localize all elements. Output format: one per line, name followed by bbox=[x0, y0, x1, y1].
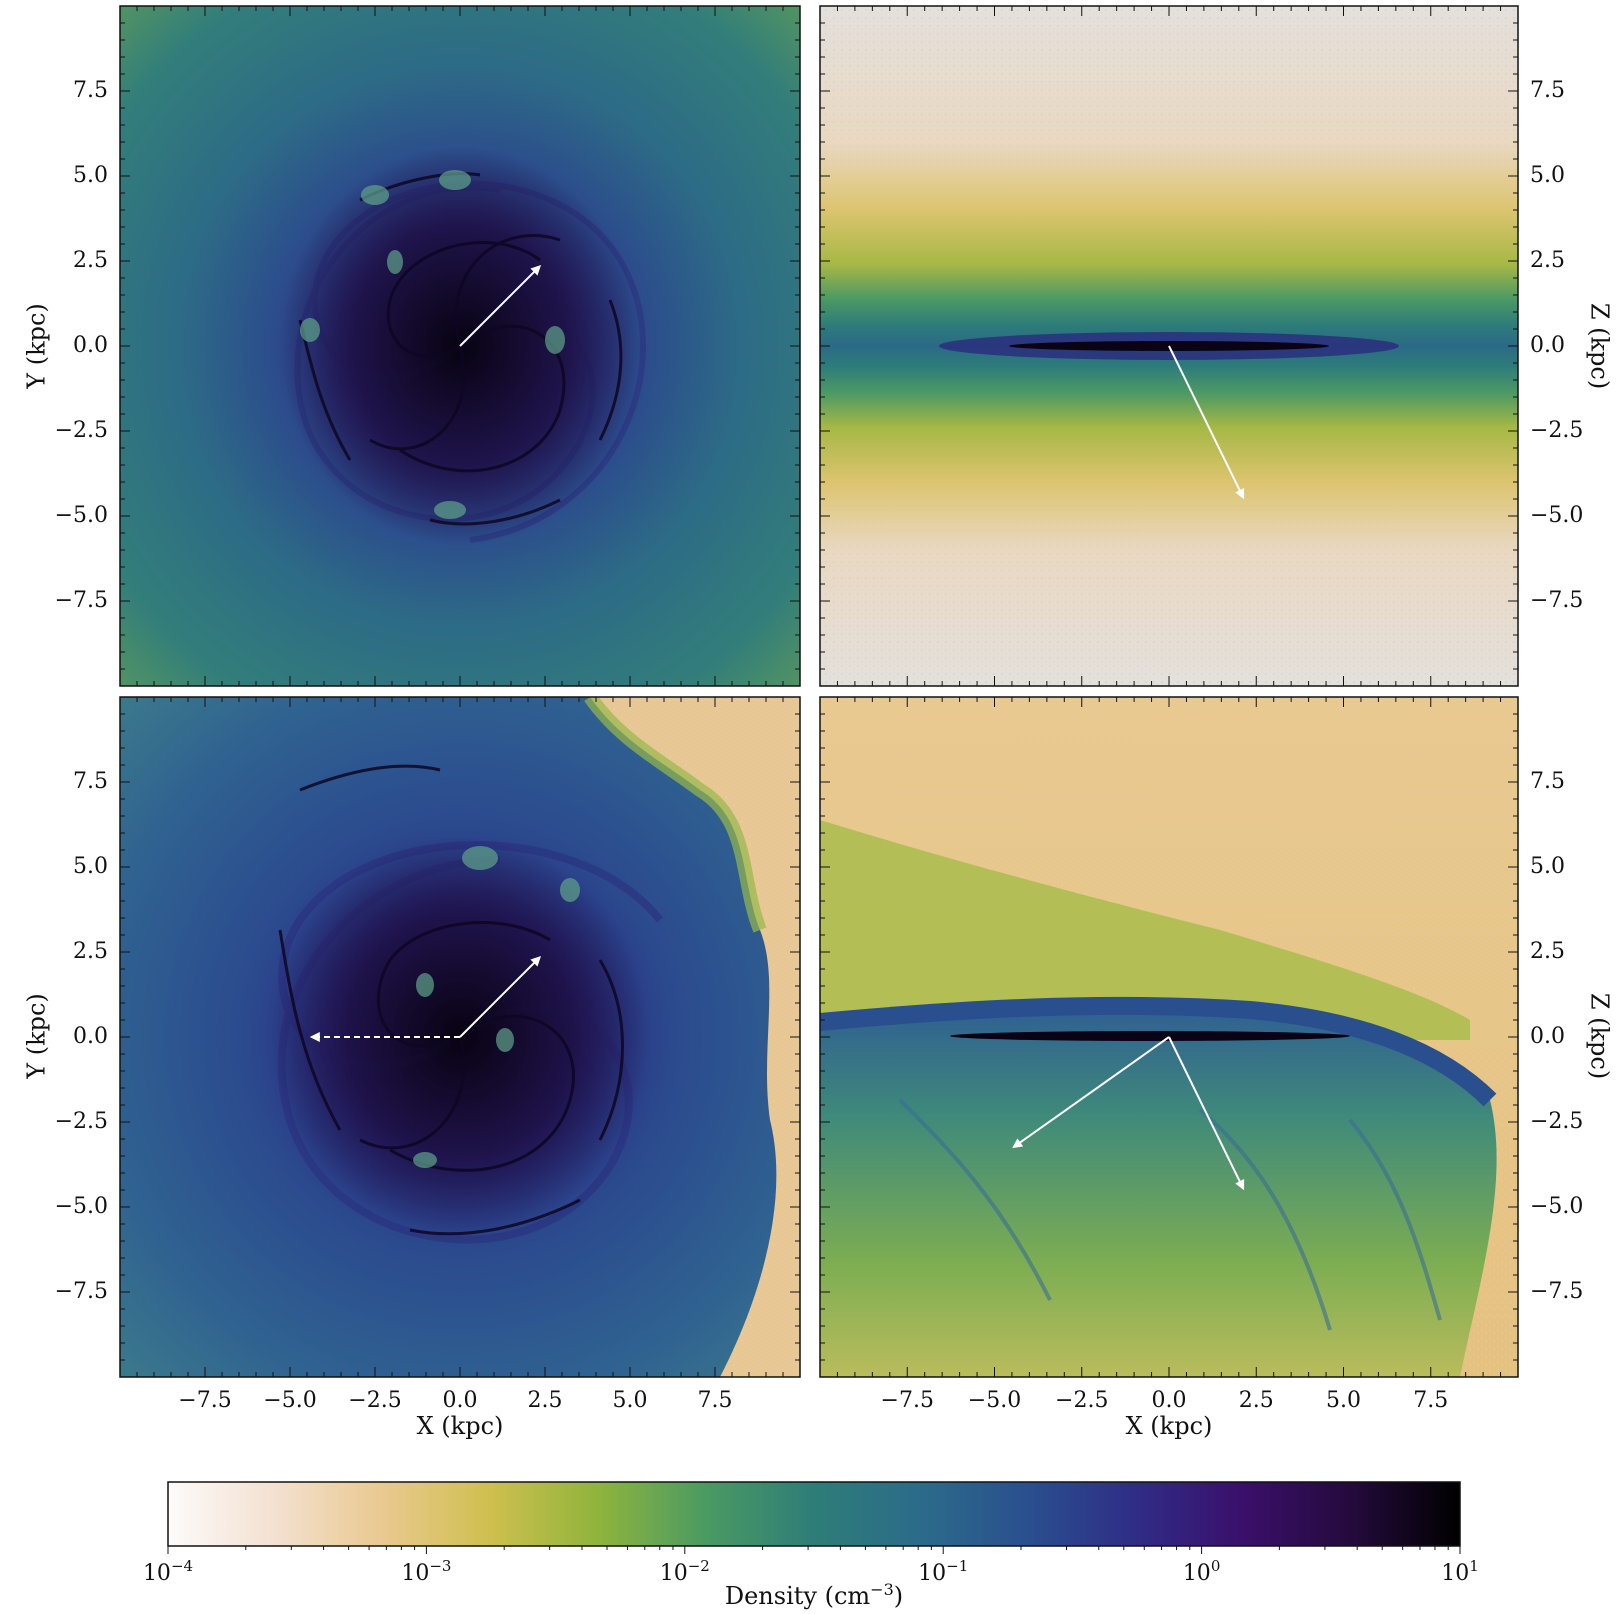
y-tick-label: −5.0 bbox=[1530, 1194, 1583, 1219]
panel-bottom-left-xlabel: X (kpc) bbox=[417, 1412, 504, 1440]
colorbar-gradient bbox=[167, 1481, 1461, 1547]
colorbar: 10−4 10−3 10−2 10−1 100 101 Density (cm−3) bbox=[143, 1481, 1479, 1611]
x-tick-label: 2.5 bbox=[1239, 1388, 1274, 1413]
y-tick-label: 7.5 bbox=[1530, 769, 1565, 794]
x-tick-label: −2.5 bbox=[348, 1388, 401, 1413]
colorbar-tick-label: 10−4 bbox=[143, 1557, 193, 1586]
arrow bbox=[1168, 345, 1245, 500]
x-tick-label: 5.0 bbox=[1326, 1388, 1361, 1413]
panel-bottom-right-xticks: −7.5 −5.0 −2.5 0.0 2.5 5.0 7.5 bbox=[819, 697, 1519, 1413]
y-tick-label: −7.5 bbox=[55, 1279, 108, 1304]
panel-top-right-yticks: 7.5 5.0 2.5 0.0 −2.5 −5.0 −7.5 bbox=[820, 5, 1583, 687]
colorbar-ticks: 10−4 10−3 10−2 10−1 100 101 bbox=[143, 1546, 1479, 1586]
arrow bbox=[1168, 1036, 1245, 1191]
y-tick-label: 7.5 bbox=[73, 769, 108, 794]
panel-bottom-left-yticks: −7.5 −5.0 −2.5 0.0 2.5 5.0 7.5 bbox=[55, 696, 800, 1378]
y-tick-label: −2.5 bbox=[1530, 418, 1583, 443]
arrow bbox=[459, 955, 542, 1038]
x-tick-label: −2.5 bbox=[1055, 1388, 1108, 1413]
panel-top-left-arrows bbox=[459, 264, 542, 347]
y-tick-label: 5.0 bbox=[73, 163, 108, 188]
y-tick-label: 0.0 bbox=[1530, 1024, 1565, 1049]
panel-bottom-right-ylabel: Z (kpc) bbox=[1586, 993, 1614, 1079]
x-tick-label: −5.0 bbox=[968, 1388, 1021, 1413]
y-tick-label: −2.5 bbox=[55, 418, 108, 443]
arrow bbox=[459, 264, 542, 347]
y-tick-label: 7.5 bbox=[73, 78, 108, 103]
x-tick-label: −7.5 bbox=[178, 1388, 231, 1413]
y-tick-label: −5.0 bbox=[1530, 503, 1583, 528]
panel-bottom-left-xticks: −7.5 −5.0 −2.5 0.0 2.5 5.0 7.5 bbox=[119, 697, 801, 1413]
panel-top-right-ylabel: Z (kpc) bbox=[1586, 303, 1614, 389]
panel-top-right-arrows bbox=[1168, 345, 1245, 500]
colorbar-tick-label: 10−2 bbox=[660, 1557, 710, 1586]
panel-top-left-yticks: −7.5 −5.0 −2.5 0.0 2.5 5.0 7.5 bbox=[55, 5, 800, 687]
y-tick-label: 0.0 bbox=[73, 333, 108, 358]
panel-bottom-right: 7.5 5.0 2.5 0.0 −2.5 −5.0 −7.5 −7.5 −5.0 −2.5 0.0… bbox=[819, 696, 1614, 1440]
panel-top-right: 7.5 5.0 2.5 0.0 −2.5 −5.0 −7.5 Z (kpc) bbox=[819, 5, 1614, 687]
y-tick-label: 5.0 bbox=[1530, 854, 1565, 879]
y-tick-label: 2.5 bbox=[73, 939, 108, 964]
panel-bottom-right-yticks: 7.5 5.0 2.5 0.0 −2.5 −5.0 −7.5 bbox=[820, 696, 1583, 1378]
panel-bottom-right-xlabel: X (kpc) bbox=[1126, 1412, 1213, 1440]
panel-bottom-left-arrows bbox=[309, 955, 542, 1042]
y-tick-label: −2.5 bbox=[1530, 1109, 1583, 1134]
colorbar-tick-label: 10−1 bbox=[918, 1557, 968, 1586]
y-tick-label: −7.5 bbox=[1530, 588, 1583, 613]
x-tick-label: −5.0 bbox=[263, 1388, 316, 1413]
y-tick-label: 5.0 bbox=[73, 854, 108, 879]
panel-bottom-left: −7.5 −5.0 −2.5 0.0 2.5 5.0 7.5 −7.5 −5.0 −2.5 0.0… bbox=[23, 696, 801, 1440]
panel-top-right-xticks bbox=[819, 6, 1519, 686]
panel-top-left-xticks bbox=[119, 6, 801, 686]
x-tick-label: 7.5 bbox=[1413, 1388, 1448, 1413]
y-tick-label: −7.5 bbox=[55, 588, 108, 613]
panel-top-left: −7.5 −5.0 −2.5 0.0 2.5 5.0 7.5 Y (kpc) bbox=[23, 5, 801, 687]
y-tick-label: 2.5 bbox=[1530, 248, 1565, 273]
x-tick-label: 7.5 bbox=[698, 1388, 733, 1413]
x-tick-label: 5.0 bbox=[613, 1388, 648, 1413]
y-tick-label: −5.0 bbox=[55, 503, 108, 528]
panel-bottom-left-ylabel: Y (kpc) bbox=[23, 993, 51, 1080]
y-tick-label: 0.0 bbox=[1530, 333, 1565, 358]
arrow bbox=[1012, 1036, 1170, 1149]
x-tick-label: −7.5 bbox=[881, 1388, 934, 1413]
colorbar-tick-label: 100 bbox=[1183, 1557, 1221, 1586]
y-tick-label: −2.5 bbox=[55, 1109, 108, 1134]
y-tick-label: −7.5 bbox=[1530, 1279, 1583, 1304]
panel-top-left-ylabel: Y (kpc) bbox=[23, 303, 51, 390]
colorbar-label: Density (cm−3) bbox=[725, 1580, 903, 1611]
x-tick-label: 0.0 bbox=[1152, 1388, 1187, 1413]
x-tick-label: 2.5 bbox=[528, 1388, 563, 1413]
y-tick-label: −5.0 bbox=[55, 1194, 108, 1219]
colorbar-tick-label: 10−3 bbox=[401, 1557, 451, 1586]
y-tick-label: 2.5 bbox=[1530, 939, 1565, 964]
y-tick-label: 5.0 bbox=[1530, 163, 1565, 188]
x-tick-label: 0.0 bbox=[443, 1388, 478, 1413]
y-tick-label: 7.5 bbox=[1530, 78, 1565, 103]
panel-bottom-right-arrows bbox=[1012, 1036, 1245, 1191]
y-tick-label: 2.5 bbox=[73, 248, 108, 273]
y-tick-label: 0.0 bbox=[73, 1024, 108, 1049]
colorbar-tick-label: 101 bbox=[1441, 1557, 1479, 1586]
